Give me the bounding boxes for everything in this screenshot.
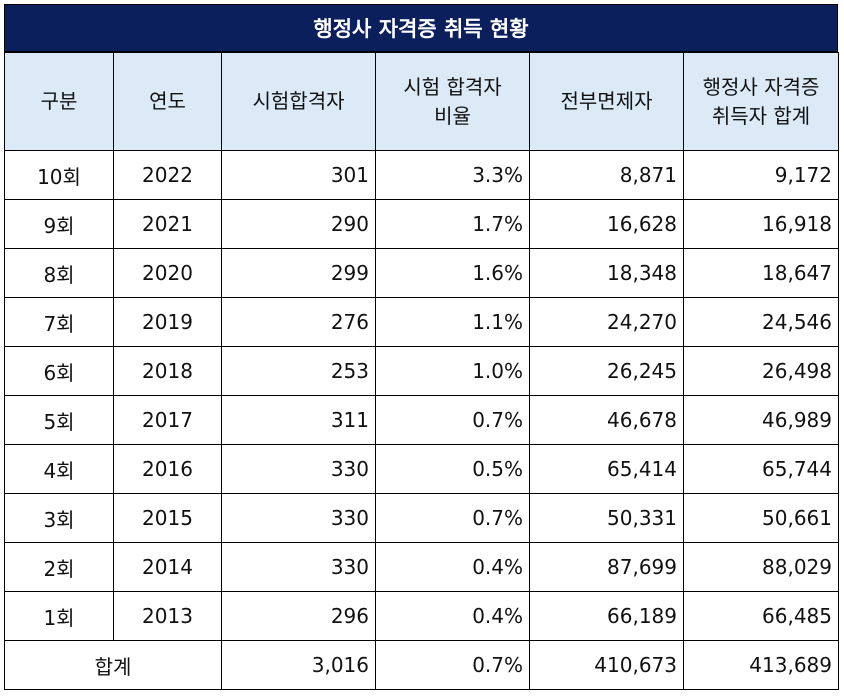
header-total-line2: 취득자 합계 [711,103,811,128]
total-ratio: 0.7% [375,640,530,690]
header-total: 행정사 자격증 취득자 합계 [683,52,839,151]
table-row: 9회 2021 290 1.7% 16,628 16,918 [4,199,839,249]
cell-exempt: 66,189 [529,591,684,641]
table-row: 3회 2015 330 0.7% 50,331 50,661 [4,493,839,543]
total-exempt: 410,673 [529,640,684,690]
cell-exempt: 87,699 [529,542,684,592]
header-round: 구분 [4,52,114,151]
cell-round: 2회 [4,542,114,592]
header-exempt: 전부면제자 [529,52,684,151]
cell-ratio: 0.5% [375,444,530,494]
cell-round: 1회 [4,591,114,641]
cell-passers: 276 [221,297,376,347]
total-total: 413,689 [683,640,839,690]
table-row: 2회 2014 330 0.4% 87,699 88,029 [4,542,839,592]
cell-ratio: 1.1% [375,297,530,347]
cell-ratio: 0.7% [375,395,530,445]
cell-ratio: 1.7% [375,199,530,249]
cell-total: 88,029 [683,542,839,592]
cell-passers: 301 [221,150,376,200]
cell-ratio: 3.3% [375,150,530,200]
table-row: 8회 2020 299 1.6% 18,348 18,647 [4,248,839,298]
cell-total: 46,989 [683,395,839,445]
header-total-line1: 행정사 자격증 [702,74,820,99]
cell-passers: 330 [221,542,376,592]
cell-exempt: 50,331 [529,493,684,543]
cell-round: 10회 [4,150,114,200]
cell-total: 9,172 [683,150,839,200]
cell-exempt: 26,245 [529,346,684,396]
license-table-sheet: 행정사 자격증 취득 현황 구분 연도 시험합격자 시험 합격자 비율 전부면제… [4,4,839,690]
cell-passers: 290 [221,199,376,249]
header-pass-ratio: 시험 합격자 비율 [375,52,530,151]
cell-passers: 296 [221,591,376,641]
cell-ratio: 0.7% [375,493,530,543]
cell-ratio: 1.6% [375,248,530,298]
cell-total: 18,647 [683,248,839,298]
cell-round: 9회 [4,199,114,249]
cell-passers: 330 [221,444,376,494]
cell-ratio: 1.0% [375,346,530,396]
cell-total: 26,498 [683,346,839,396]
table-row: 5회 2017 311 0.7% 46,678 46,989 [4,395,839,445]
cell-round: 6회 [4,346,114,396]
cell-year: 2017 [113,395,222,445]
cell-exempt: 16,628 [529,199,684,249]
total-passers: 3,016 [221,640,376,690]
cell-year: 2014 [113,542,222,592]
cell-round: 8회 [4,248,114,298]
cell-exempt: 24,270 [529,297,684,347]
header-row: 구분 연도 시험합격자 시험 합격자 비율 전부면제자 행정사 자격증 취득자 … [4,52,839,151]
cell-year: 2022 [113,150,222,200]
cell-year: 2016 [113,444,222,494]
cell-round: 5회 [4,395,114,445]
cell-total: 16,918 [683,199,839,249]
cell-total: 50,661 [683,493,839,543]
cell-passers: 311 [221,395,376,445]
cell-ratio: 0.4% [375,542,530,592]
header-pass-ratio-line2: 비율 [434,103,471,128]
cell-year: 2021 [113,199,222,249]
table-row: 1회 2013 296 0.4% 66,189 66,485 [4,591,839,641]
table-row: 10회 2022 301 3.3% 8,871 9,172 [4,150,839,200]
cell-round: 4회 [4,444,114,494]
cell-round: 7회 [4,297,114,347]
cell-exempt: 65,414 [529,444,684,494]
cell-year: 2013 [113,591,222,641]
cell-ratio: 0.4% [375,591,530,641]
header-passers: 시험합격자 [221,52,376,151]
table-row: 4회 2016 330 0.5% 65,414 65,744 [4,444,839,494]
cell-year: 2015 [113,493,222,543]
table-title: 행정사 자격증 취득 현황 [4,4,838,52]
cell-passers: 330 [221,493,376,543]
license-stats-table: 구분 연도 시험합격자 시험 합격자 비율 전부면제자 행정사 자격증 취득자 … [4,52,839,690]
header-year: 연도 [113,52,222,151]
cell-passers: 253 [221,346,376,396]
total-row: 합계 3,016 0.7% 410,673 413,689 [4,640,839,690]
cell-total: 66,485 [683,591,839,641]
cell-passers: 299 [221,248,376,298]
cell-total: 65,744 [683,444,839,494]
cell-exempt: 8,871 [529,150,684,200]
total-label: 합계 [4,640,222,690]
cell-round: 3회 [4,493,114,543]
table-row: 6회 2018 253 1.0% 26,245 26,498 [4,346,839,396]
header-pass-ratio-line1: 시험 합격자 [403,74,502,99]
cell-year: 2019 [113,297,222,347]
cell-exempt: 46,678 [529,395,684,445]
cell-total: 24,546 [683,297,839,347]
table-row: 7회 2019 276 1.1% 24,270 24,546 [4,297,839,347]
cell-exempt: 18,348 [529,248,684,298]
cell-year: 2020 [113,248,222,298]
cell-year: 2018 [113,346,222,396]
